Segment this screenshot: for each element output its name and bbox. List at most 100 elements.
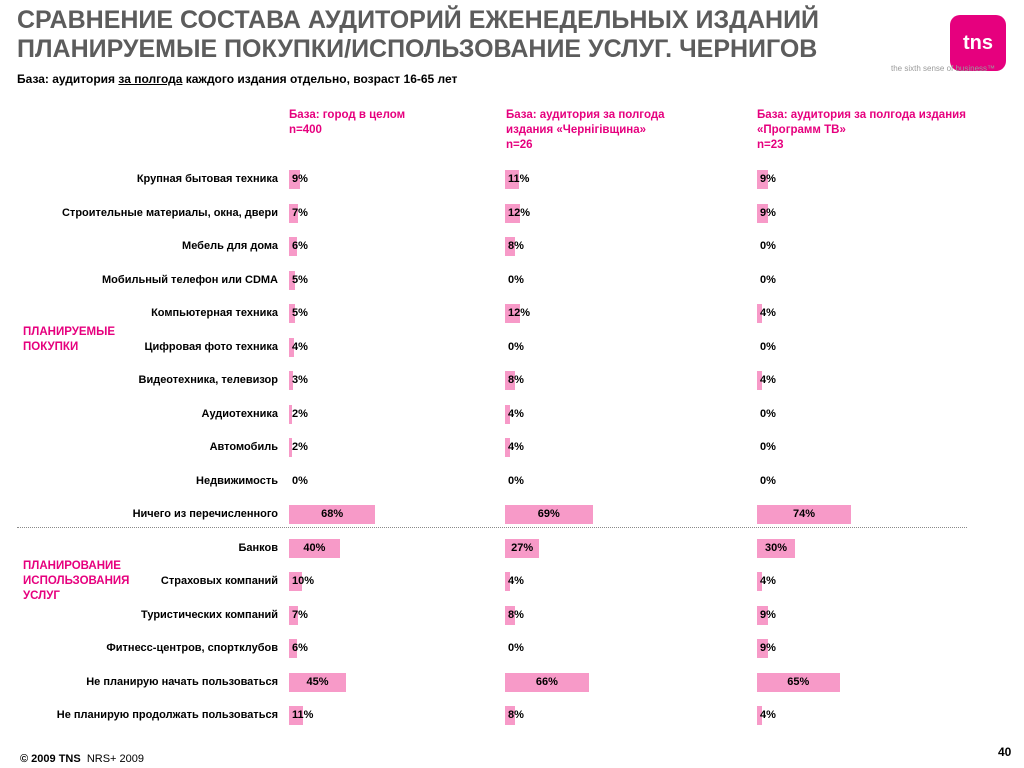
data-label: 0% — [508, 642, 524, 654]
column-header-line: издания «Чернігівщина» — [506, 124, 647, 136]
data-label: 6% — [292, 642, 308, 654]
data-label: 4% — [508, 441, 524, 453]
group-label-purchases: ПЛАНИРУЕМЫЕ ПОКУПКИ — [23, 325, 115, 355]
subtitle: База: аудитория за полгода каждого издан… — [17, 72, 457, 86]
data-label: 30% — [765, 541, 788, 554]
category-label: Страховых компаний — [160, 575, 278, 587]
data-bar — [289, 572, 302, 591]
data-label: 7% — [292, 206, 308, 219]
tns-logo: tns — [950, 15, 1006, 71]
data-label: 0% — [508, 474, 524, 487]
data-label: 0% — [508, 273, 524, 286]
subtitle-prefix: База: аудитория — [17, 72, 119, 86]
data-bar — [289, 237, 297, 256]
data-label: 9% — [760, 173, 776, 185]
data-label: 2% — [292, 441, 308, 453]
data-bar — [289, 371, 293, 390]
logo-tagline: the sixth sense of business™ — [891, 64, 996, 73]
data-label: 12% — [508, 307, 531, 319]
data-bar — [505, 672, 589, 692]
group-label-line: УСЛУГ — [23, 590, 60, 602]
data-label: 7% — [292, 608, 308, 621]
data-bar — [289, 605, 298, 625]
data-bar — [505, 304, 521, 323]
data-label: 4% — [292, 340, 308, 353]
data-label: 9% — [292, 173, 308, 185]
data-bar — [505, 203, 521, 223]
data-bar — [505, 505, 593, 524]
category-label: Недвижимость — [196, 474, 278, 487]
data-bar — [505, 237, 516, 256]
data-bar — [289, 304, 296, 323]
data-label: 0% — [292, 474, 308, 487]
data-bar — [289, 438, 292, 457]
category-label: Видеотехника, телевизор — [138, 374, 279, 386]
data-label: 0% — [760, 240, 776, 252]
data-label: 4% — [508, 407, 524, 420]
data-bar — [505, 371, 516, 390]
category-label: Мобильный телефон или CDMA — [102, 273, 278, 286]
page-number: 40 — [998, 745, 1012, 759]
group-label-line: ИСПОЛЬЗОВАНИЯ — [23, 575, 130, 587]
data-label: 3% — [292, 374, 308, 386]
column-header-line: База: аудитория за полгода — [506, 109, 665, 121]
data-bar — [757, 170, 769, 189]
data-label: 0% — [508, 340, 524, 353]
data-label: 10% — [292, 575, 315, 587]
category-label: Мебель для дома — [182, 240, 278, 252]
data-label: 66% — [535, 675, 558, 688]
data-label: 0% — [760, 441, 776, 453]
copyright-text: © 2009 TNS — [20, 753, 81, 765]
data-label: 4% — [760, 575, 776, 587]
data-bar — [289, 672, 347, 692]
title-line-2: ПЛАНИРУЕМЫЕ ПОКУПКИ/ИСПОЛЬЗОВАНИЕ УСЛУГ.… — [17, 35, 818, 63]
category-label: Фитнесс-центров, спортклубов — [106, 642, 278, 654]
data-bar — [505, 170, 519, 189]
data-label: 5% — [292, 307, 308, 319]
data-label: 0% — [760, 407, 776, 420]
column-header-line: n=400 — [289, 124, 322, 136]
data-bar — [289, 706, 303, 725]
data-label: 0% — [760, 474, 776, 487]
data-label: 9% — [760, 642, 776, 654]
data-label: 8% — [508, 608, 524, 621]
data-label: 8% — [508, 240, 524, 252]
data-label: 5% — [292, 273, 308, 286]
data-bar — [757, 538, 796, 558]
data-bar — [289, 337, 295, 357]
data-label: 4% — [760, 307, 776, 319]
data-label: 68% — [321, 508, 344, 520]
data-label: 4% — [508, 575, 524, 587]
data-label: 8% — [508, 374, 524, 386]
data-bar — [289, 404, 292, 424]
data-label: 45% — [306, 675, 329, 688]
data-label: 27% — [511, 541, 534, 554]
subtitle-suffix: каждого издания отдельно, возраст 16-65 … — [182, 72, 458, 86]
data-label: 0% — [760, 340, 776, 353]
category-label: Банков — [238, 541, 278, 554]
category-label: Автомобиль — [209, 441, 278, 453]
data-bar — [757, 672, 840, 692]
title-line-1: СРАВНЕНИЕ СОСТАВА АУДИТОРИЙ ЕЖЕНЕДЕЛЬНЫХ… — [17, 6, 820, 34]
data-label: 11% — [508, 173, 530, 185]
data-label: 11% — [292, 709, 314, 721]
section-divider — [17, 527, 967, 528]
category-label: Компьютерная техника — [151, 307, 278, 319]
data-bar — [289, 203, 298, 223]
data-label: 40% — [303, 541, 326, 554]
data-bar — [505, 438, 511, 457]
data-bar — [757, 605, 769, 625]
group-label-line: ПОКУПКИ — [23, 341, 79, 353]
data-label: 9% — [760, 206, 776, 219]
data-label: 0% — [760, 273, 776, 286]
group-label-line: ПЛАНИРОВАНИЕ — [23, 560, 121, 572]
data-label: 8% — [508, 709, 524, 721]
page-title: СРАВНЕНИЕ СОСТАВА АУДИТОРИЙ ЕЖЕНЕДЕЛЬНЫХ… — [17, 6, 819, 64]
data-bar — [505, 404, 511, 424]
data-bar — [757, 572, 763, 591]
copyright: © 2009 TNS NRS+ 2009 — [20, 753, 144, 765]
data-bar — [289, 170, 301, 189]
data-label: 9% — [760, 608, 776, 621]
category-label: Ничего из перечисленного — [132, 508, 278, 520]
category-label: Не планирую продолжать пользоваться — [56, 709, 278, 721]
